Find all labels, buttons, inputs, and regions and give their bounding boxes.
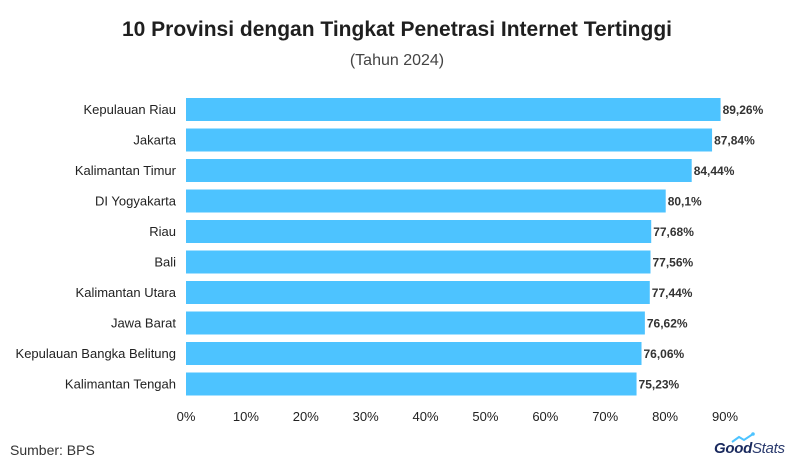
chart-title: 10 Provinsi dengan Tingkat Penetrasi Int… (121, 18, 672, 41)
x-tick-label: 70% (592, 409, 618, 424)
value-label: 80,1% (668, 195, 702, 209)
category-label: Kalimantan Tengah (65, 377, 176, 392)
category-label: Kepulauan Riau (83, 102, 176, 117)
goodstats-logo: GoodStats (714, 440, 785, 457)
value-label: 87,84% (714, 134, 755, 148)
logo-text-good: Good (714, 440, 752, 457)
category-label: Bali (154, 255, 176, 270)
value-label: 89,26% (723, 103, 764, 117)
value-label: 77,68% (653, 225, 694, 239)
logo-text-stats: Stats (751, 440, 785, 457)
bar (186, 98, 721, 121)
bar (186, 250, 651, 274)
category-label: DI Yogyakarta (95, 194, 177, 209)
bar (186, 281, 650, 304)
logo-chart-icon (731, 432, 755, 443)
x-tick-label: 30% (353, 409, 379, 424)
chart-subtitle: (Tahun 2024) (349, 52, 445, 69)
bar (186, 220, 652, 243)
x-tick-label: 10% (233, 409, 259, 424)
x-tick-label: 80% (652, 409, 678, 424)
value-label: 76,62% (647, 317, 688, 331)
category-label: Riau (149, 224, 176, 239)
value-label: 77,44% (652, 286, 693, 300)
bar (186, 372, 637, 396)
category-label: Kepulauan Bangka Belitung (16, 346, 176, 361)
x-tick-label: 60% (532, 409, 558, 424)
x-tick-label: 40% (413, 409, 439, 424)
x-tick-label: 50% (472, 409, 498, 424)
value-label: 77,56% (652, 256, 693, 270)
bar (186, 159, 692, 182)
bar (186, 342, 642, 365)
source-note: Sumber: BPS (10, 442, 95, 458)
x-tick-label: 0% (177, 409, 196, 424)
x-tick-label: 90% (712, 409, 738, 424)
value-label: 76,06% (644, 347, 685, 361)
bar (186, 311, 645, 335)
value-label: 84,44% (694, 164, 735, 178)
category-label: Kalimantan Utara (76, 285, 177, 300)
category-label: Kalimantan Timur (75, 163, 177, 178)
x-tick-label: 20% (293, 409, 319, 424)
category-label: Jakarta (133, 133, 176, 148)
bar (186, 189, 666, 213)
bar (186, 128, 713, 152)
category-label: Jawa Barat (111, 316, 176, 331)
value-label: 75,23% (639, 378, 680, 392)
